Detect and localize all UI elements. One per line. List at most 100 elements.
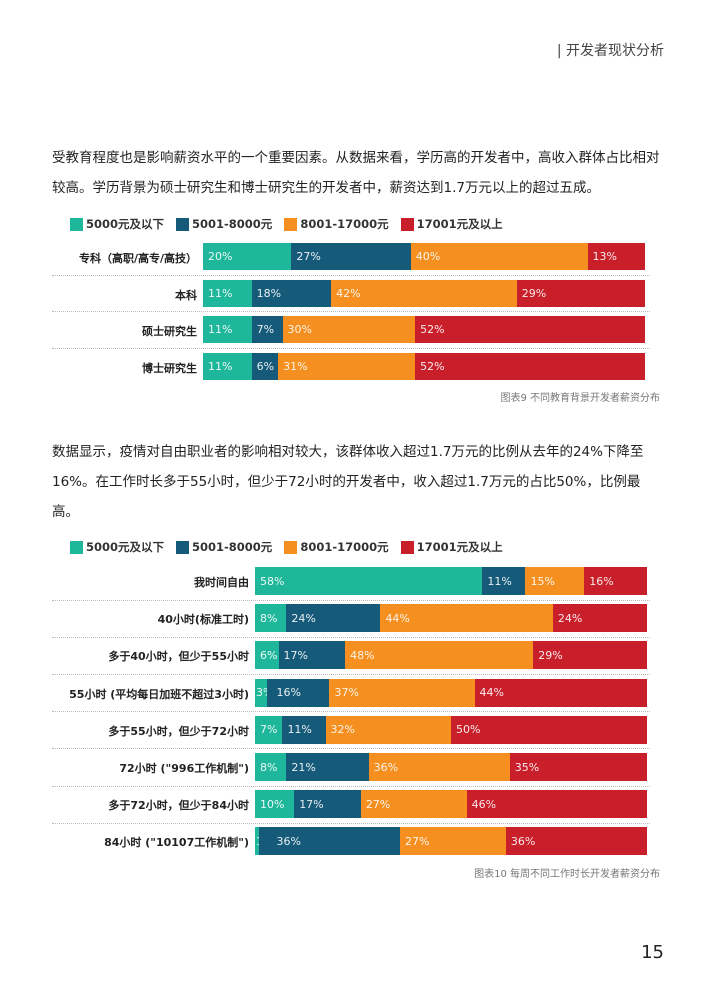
data-label: 10% bbox=[260, 797, 285, 811]
paragraph-education: 受教育程度也是影响薪资水平的一个重要因素。从数据来看，学历高的开发者中，高收入群… bbox=[52, 150, 660, 196]
bar-segment-1: 20% bbox=[203, 243, 292, 270]
data-label: 48% bbox=[350, 648, 375, 662]
data-label: 50% bbox=[455, 723, 481, 737]
legend-swatch bbox=[284, 217, 298, 231]
category-label: 本科 bbox=[175, 288, 197, 302]
legend-swatch bbox=[284, 540, 298, 554]
bar-segment-2: 6% bbox=[251, 352, 279, 380]
stacked-bar: 58% 11% 15% 16% bbox=[255, 567, 647, 595]
data-label: 8% bbox=[260, 760, 278, 774]
stacked-bar: 8% 21% 36% 35% bbox=[255, 753, 647, 781]
data-label: 11% bbox=[287, 723, 312, 737]
data-label: 17% bbox=[283, 648, 308, 662]
data-label: 52% bbox=[420, 359, 445, 373]
legend-label: 8001-17000元 bbox=[300, 217, 389, 231]
bar-segment-4: 29% bbox=[533, 641, 647, 670]
chart9-legend: 5000元及以下 5001-8000元 8001-17000元 17001元及以上 bbox=[70, 216, 662, 232]
data-label: 17% bbox=[299, 797, 324, 811]
row-divider bbox=[52, 636, 650, 638]
legend-label: 5001-8000元 bbox=[192, 540, 273, 554]
bar-segment-4: 52% bbox=[415, 352, 645, 380]
bar-segment-2: 24% bbox=[286, 604, 381, 633]
bar-segment-2: 21% bbox=[286, 753, 369, 781]
bar-segment-2: 17% bbox=[294, 790, 361, 819]
legend-item: 17001元及以上 bbox=[400, 539, 503, 555]
row-divider bbox=[52, 599, 650, 601]
category-label: 硕士研究生 bbox=[142, 325, 197, 338]
row-divider bbox=[52, 748, 650, 750]
data-label: 11% bbox=[487, 574, 512, 588]
bar-segment-1: 11% bbox=[203, 279, 252, 307]
chart9-caption: 图表9 不同教育背景开发者薪资分布 bbox=[500, 393, 660, 404]
bar-segment-1: 3% bbox=[255, 678, 273, 707]
legend-item: 8001-17000元 bbox=[284, 216, 389, 232]
bar-segment-4: 35% bbox=[509, 753, 647, 781]
data-label: 42% bbox=[336, 286, 361, 300]
category-label: 72小时 ("996工作机制") bbox=[119, 762, 249, 775]
legend-item: 5000元及以下 bbox=[70, 539, 164, 555]
data-label: 11% bbox=[208, 359, 233, 373]
bar-segment-4: 29% bbox=[516, 279, 645, 307]
data-label: 20% bbox=[208, 250, 233, 263]
row-divider bbox=[52, 347, 650, 349]
bar-segment-3: 31% bbox=[278, 352, 416, 380]
legend-item: 5001-8000元 bbox=[176, 539, 272, 555]
legend-swatch bbox=[400, 217, 414, 231]
legend-swatch bbox=[70, 540, 83, 554]
data-label: 15% bbox=[530, 574, 555, 588]
bar-segment-2: 27% bbox=[291, 243, 411, 270]
bar-segment-3: 42% bbox=[331, 279, 517, 307]
chart10-legend: 5000元及以下 5001-8000元 8001-17000元 17001元及以上 bbox=[70, 539, 662, 555]
bar-segment-3: 27% bbox=[360, 790, 467, 819]
data-label: 31% bbox=[283, 359, 308, 373]
bar-segment-1: 6% bbox=[255, 641, 279, 670]
legend-swatch bbox=[400, 540, 414, 554]
bar-segment-3: 30% bbox=[282, 316, 416, 343]
data-label: 24% bbox=[557, 611, 583, 625]
row-divider bbox=[52, 711, 650, 713]
data-label: 6% bbox=[260, 648, 278, 662]
bar-segment-3: 15% bbox=[525, 567, 585, 595]
bar-segment-2: 17% bbox=[278, 641, 346, 670]
legend-swatch bbox=[70, 217, 83, 231]
bar-segment-4: 16% bbox=[584, 567, 647, 595]
data-label: 44% bbox=[385, 611, 410, 625]
stacked-bar: 10% 17% 27% 46% bbox=[255, 790, 647, 819]
stacked-bar: 20% 27% 40% 13% bbox=[203, 243, 645, 270]
paragraph-work-hours: 数据显示，疫情对自由职业者的影响相对较大，该群体收入超过1.7万元的比例从去年的… bbox=[52, 444, 644, 520]
row-divider bbox=[52, 822, 650, 824]
data-label: 6% bbox=[256, 359, 275, 373]
data-label: 29% bbox=[538, 648, 563, 662]
category-label: 我时间自由 bbox=[194, 576, 249, 589]
data-label: 11% bbox=[208, 323, 233, 336]
legend-label: 17001元及以上 bbox=[416, 540, 503, 554]
row-divider bbox=[52, 274, 650, 276]
data-label: 35% bbox=[514, 760, 540, 774]
legend-item: 8001-17000元 bbox=[284, 539, 389, 555]
page-number: 15 bbox=[641, 942, 664, 963]
chart10-workhours-salary: 我时间自由 58% 11% 15% 16% 40小时(标准工时) 8% 24% 44% 24% 多于… bbox=[52, 567, 652, 856]
stacked-bar: 11% 6% 31% 52% bbox=[203, 352, 645, 380]
data-label: 30% bbox=[287, 323, 312, 336]
legend-label: 17001元及以上 bbox=[416, 217, 503, 231]
data-label: 58% bbox=[260, 574, 285, 588]
stacked-bar: 7% 11% 32% 50% bbox=[255, 715, 647, 744]
chart10-caption: 图表10 每周不同工作时长开发者薪资分布 bbox=[474, 869, 660, 880]
row-divider bbox=[52, 311, 650, 313]
data-label: 52% bbox=[420, 323, 445, 336]
bar-segment-3: 40% bbox=[410, 243, 588, 270]
data-label: 44% bbox=[479, 686, 504, 700]
data-label: 29% bbox=[521, 286, 547, 300]
bar-segment-1: 11% bbox=[203, 316, 252, 343]
bar-segment-1: 11% bbox=[203, 352, 252, 380]
legend-label: 8001-17000元 bbox=[300, 540, 389, 554]
legend-label: 5000元及以下 bbox=[86, 217, 165, 231]
data-label: 27% bbox=[405, 834, 430, 848]
data-label: 21% bbox=[291, 760, 316, 774]
category-label: 专科（高职/高专/高技） bbox=[78, 252, 197, 265]
data-label: 27% bbox=[296, 250, 321, 263]
row-divider bbox=[52, 785, 650, 787]
bar-segment-4: 44% bbox=[474, 678, 647, 707]
legend-item: 17001元及以上 bbox=[400, 216, 503, 232]
